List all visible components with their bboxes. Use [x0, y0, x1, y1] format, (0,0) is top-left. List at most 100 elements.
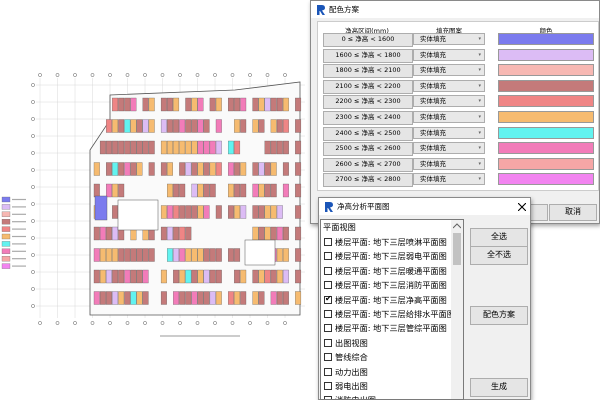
parking-stall: [118, 140, 125, 155]
parking-stall: [240, 162, 247, 176]
parking-stall: [118, 97, 125, 112]
parking-stall: [136, 269, 143, 284]
range-button[interactable]: 2200 ≤ 净高 < 2300: [323, 95, 413, 110]
parking-stall: [185, 269, 192, 284]
fill-select[interactable]: 实体填充 ▾: [413, 64, 485, 77]
checkbox[interactable]: [324, 310, 332, 318]
close-button[interactable]: [518, 203, 526, 211]
axis-bubble: [178, 321, 182, 325]
core-room: [117, 199, 159, 231]
fill-pattern: 实体填充: [420, 113, 446, 121]
parking-stall: [185, 248, 192, 262]
view-list[interactable]: 平面视图 楼层平面: 地下三层喷淋平面图 楼层平面: 地下三层弱电平面图 楼层平面: …: [320, 219, 464, 400]
list-item-label[interactable]: 楼层平面: 地下三层给排水平面图: [335, 309, 451, 319]
color-swatch[interactable]: [498, 157, 594, 170]
parking-stall: [234, 248, 241, 262]
fill-pattern: 实体填充: [420, 97, 446, 106]
dropdown-arrow: ▾: [478, 176, 481, 183]
checkbox[interactable]: [324, 266, 332, 275]
fill-select[interactable]: 实体填充 ▾: [413, 157, 485, 170]
cancel-button[interactable]: 取消: [549, 204, 597, 221]
parking-stall: [118, 248, 125, 262]
checkbox[interactable]: [324, 367, 332, 376]
range-button[interactable]: 1800 ≤ 净高 < 2100: [323, 64, 413, 79]
checkbox[interactable]: [324, 324, 332, 333]
checkbox[interactable]: [324, 396, 332, 399]
parking-stall: [142, 269, 149, 284]
fill-select[interactable]: 实体填充 ▾: [413, 95, 485, 108]
parking-stall: [148, 162, 155, 176]
range-button[interactable]: 2600 ≤ 净高 < 2700: [323, 157, 413, 172]
list-item-label[interactable]: 弱电出图: [335, 381, 368, 391]
parking-stall: [240, 119, 247, 133]
action-button[interactable]: 全选: [470, 228, 528, 247]
parking-stall: [173, 183, 180, 198]
axis-bubble: [195, 73, 200, 77]
color-swatch[interactable]: [498, 33, 594, 45]
range-button[interactable]: 2700 ≤ 净高 < 2800: [323, 173, 413, 188]
list-item-label[interactable]: 楼层平面: 地下三层弱电平面图: [335, 251, 447, 262]
color-swatch[interactable]: [498, 142, 594, 155]
core-room: [94, 195, 108, 221]
list-item-label[interactable]: 楼层平面: 地下三层管综平面图: [335, 323, 447, 334]
scrollbar[interactable]: [451, 220, 463, 399]
range-button[interactable]: 1600 ≤ 净高 < 1800: [323, 48, 413, 63]
fill-select[interactable]: 实体填充 ▾: [413, 79, 485, 92]
list-item-label[interactable]: 动力出图: [335, 366, 368, 377]
checkbox[interactable]: [324, 382, 332, 390]
fill-select[interactable]: 实体填充 ▾: [413, 48, 485, 61]
action-button[interactable]: 全不选: [470, 246, 528, 265]
fill-pattern: 实体填充: [420, 50, 446, 59]
legend-swatch: [1, 263, 11, 269]
color-swatch[interactable]: [498, 111, 594, 123]
axis-bubble: [90, 321, 95, 325]
action-button[interactable]: 生成: [470, 378, 528, 397]
parking-stall: [197, 291, 204, 305]
color-swatch[interactable]: [498, 126, 594, 139]
list-item-label[interactable]: 楼层平面: 地下三层喷淋平面图: [335, 237, 447, 247]
checkbox[interactable]: [324, 238, 332, 246]
parking-stall: [228, 140, 234, 155]
parking-stall: [295, 205, 302, 219]
fill-select[interactable]: 实体填充 ▾: [413, 126, 485, 139]
range-button[interactable]: 2100 ≤ 净高 < 2200: [323, 79, 413, 94]
list-item-label[interactable]: 出图视图: [335, 337, 368, 348]
parking-stall: [99, 269, 106, 284]
scroll-thumb[interactable]: [453, 233, 461, 265]
checkbox[interactable]: ✔: [324, 294, 332, 304]
range-button[interactable]: 2400 ≤ 净高 < 2500: [323, 126, 413, 141]
fill-select[interactable]: 实体填充 ▾: [413, 33, 485, 45]
parking-stall: [203, 248, 210, 262]
action-button[interactable]: 配色方案: [470, 306, 528, 325]
range-button[interactable]: 2300 ≤ 净高 < 2400: [323, 111, 413, 125]
list-item-label[interactable]: 管线综合: [335, 352, 368, 363]
parking-stall: [209, 291, 216, 305]
fill-select[interactable]: 实体填充 ▾: [413, 111, 485, 123]
legend-swatch: [1, 248, 11, 254]
parking-stall: [173, 226, 180, 241]
parking-stall: [136, 119, 143, 133]
scheme-table: 净高区间(mm) 填充图案 颜色 0 ≤ 净高 < 1600 实体填充 ▾ 1600 ≤ 净…: [317, 21, 599, 191]
color-swatch[interactable]: [498, 173, 594, 186]
color-swatch[interactable]: [498, 48, 594, 61]
axis-bubble: [31, 304, 35, 308]
range-button[interactable]: 0 ≤ 净高 < 1600: [323, 33, 413, 47]
parking-stall: [112, 205, 119, 219]
scroll-up-arrow[interactable]: [453, 223, 461, 229]
color-swatch[interactable]: [498, 79, 594, 92]
checkbox[interactable]: [324, 281, 332, 290]
parking-stall: [106, 119, 112, 133]
parking-stall: [228, 248, 234, 262]
list-item-label[interactable]: 楼层平面: 地下三层净高平面图: [335, 294, 447, 305]
checkbox[interactable]: [324, 252, 332, 261]
checkbox[interactable]: [324, 338, 332, 347]
list-item-label[interactable]: 楼层平面: 地下三层暖通平面图: [335, 265, 447, 276]
list-item-label[interactable]: 楼层平面: 地下三层消防平面图: [335, 280, 447, 291]
fill-select[interactable]: 实体填充 ▾: [413, 142, 485, 155]
checkbox[interactable]: [324, 353, 332, 362]
color-swatch[interactable]: [498, 64, 594, 77]
range-button[interactable]: 2500 ≤ 净高 < 2600: [323, 142, 413, 157]
fill-select[interactable]: 实体填充 ▾: [413, 173, 485, 186]
list-item-label[interactable]: 消防电出图: [335, 393, 451, 399]
color-swatch[interactable]: [498, 95, 594, 108]
